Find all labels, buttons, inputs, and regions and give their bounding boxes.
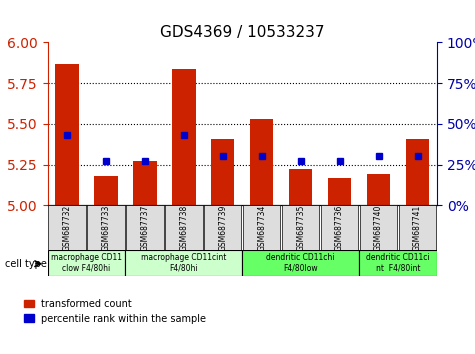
Bar bbox=[367, 175, 390, 205]
FancyBboxPatch shape bbox=[321, 205, 358, 250]
Text: GSM687737: GSM687737 bbox=[141, 204, 149, 251]
Text: GSM687733: GSM687733 bbox=[102, 204, 110, 251]
Text: GSM687736: GSM687736 bbox=[335, 204, 344, 251]
Text: GSM687741: GSM687741 bbox=[413, 204, 422, 251]
Text: dendritic CD11ci
nt  F4/80int: dendritic CD11ci nt F4/80int bbox=[366, 253, 430, 273]
Bar bbox=[55, 64, 79, 205]
Bar bbox=[94, 176, 118, 205]
Text: GSM687735: GSM687735 bbox=[296, 204, 305, 251]
Text: cell type: cell type bbox=[5, 259, 47, 269]
Title: GDS4369 / 10533237: GDS4369 / 10533237 bbox=[160, 25, 324, 40]
Text: GSM687732: GSM687732 bbox=[63, 204, 71, 251]
FancyBboxPatch shape bbox=[359, 250, 437, 276]
Bar bbox=[328, 178, 352, 205]
FancyBboxPatch shape bbox=[48, 250, 125, 276]
FancyBboxPatch shape bbox=[48, 205, 86, 250]
FancyBboxPatch shape bbox=[87, 205, 124, 250]
Text: dendritic CD11chi
F4/80low: dendritic CD11chi F4/80low bbox=[266, 253, 335, 273]
Bar bbox=[211, 138, 235, 205]
Bar bbox=[133, 161, 157, 205]
Bar bbox=[172, 69, 196, 205]
Text: macrophage CD11
clow F4/80hi: macrophage CD11 clow F4/80hi bbox=[51, 253, 122, 273]
FancyBboxPatch shape bbox=[165, 205, 202, 250]
FancyBboxPatch shape bbox=[125, 250, 242, 276]
Legend: transformed count, percentile rank within the sample: transformed count, percentile rank withi… bbox=[24, 299, 206, 324]
FancyBboxPatch shape bbox=[126, 205, 163, 250]
FancyBboxPatch shape bbox=[282, 205, 319, 250]
Text: GSM687739: GSM687739 bbox=[218, 204, 227, 251]
Bar bbox=[406, 138, 429, 205]
FancyBboxPatch shape bbox=[360, 205, 397, 250]
Text: GSM687734: GSM687734 bbox=[257, 204, 266, 251]
Text: macrophage CD11cint
F4/80hi: macrophage CD11cint F4/80hi bbox=[141, 253, 227, 273]
FancyBboxPatch shape bbox=[399, 205, 436, 250]
FancyBboxPatch shape bbox=[242, 250, 359, 276]
Bar bbox=[289, 170, 313, 205]
FancyBboxPatch shape bbox=[204, 205, 241, 250]
Text: GSM687740: GSM687740 bbox=[374, 204, 383, 251]
Bar bbox=[250, 119, 274, 205]
FancyBboxPatch shape bbox=[243, 205, 280, 250]
Text: GSM687738: GSM687738 bbox=[180, 204, 188, 251]
